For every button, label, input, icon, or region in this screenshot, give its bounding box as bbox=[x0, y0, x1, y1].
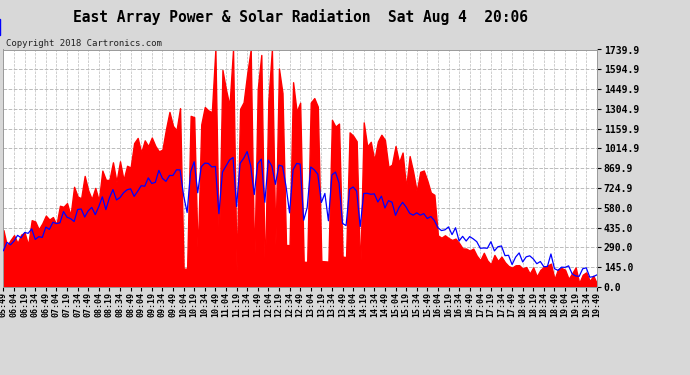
Text: Copyright 2018 Cartronics.com: Copyright 2018 Cartronics.com bbox=[6, 39, 161, 48]
Text: East Array Power & Solar Radiation  Sat Aug 4  20:06: East Array Power & Solar Radiation Sat A… bbox=[72, 9, 528, 26]
